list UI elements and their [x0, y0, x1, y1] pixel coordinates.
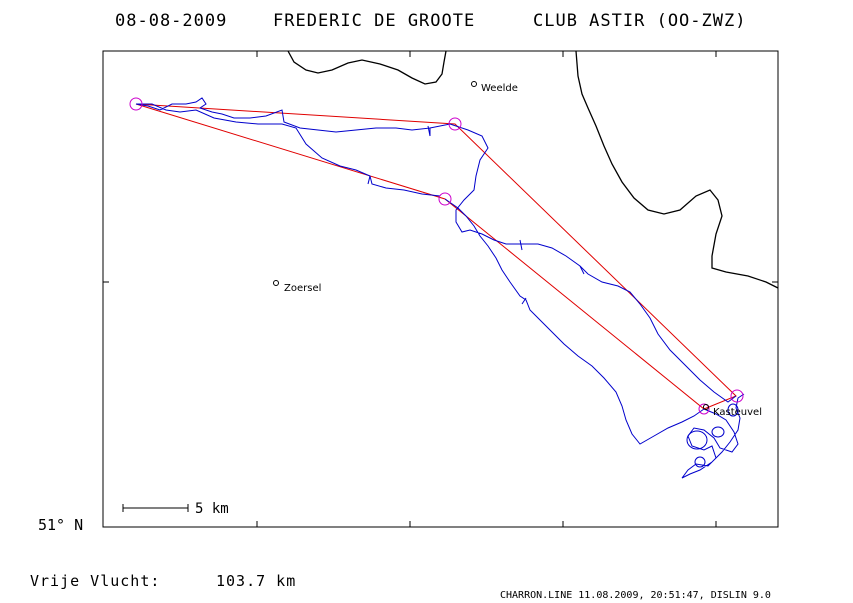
- distance-value: 103.7 km: [216, 572, 296, 590]
- flight-date: 08-08-2009: [115, 11, 227, 31]
- place-marker-icon: [471, 81, 477, 87]
- axis-ticks: [103, 51, 778, 527]
- place-marker-icon: [273, 280, 279, 286]
- turnpoint-1: [448, 117, 462, 131]
- turnpoints: [129, 97, 744, 415]
- pilot-name: FREDERIC DE GROOTE: [273, 11, 475, 31]
- place-kasteuvel: Kasteuvel: [703, 404, 762, 418]
- border-line-east: [575, 50, 779, 289]
- turnpoint-start: [129, 97, 143, 111]
- place-label: Weelde: [481, 83, 518, 94]
- turnpoint-3: [730, 389, 744, 403]
- track-details: [367, 125, 739, 468]
- place-zoersel: Zoersel: [273, 280, 321, 294]
- distance-label: Vrije Vlucht:: [30, 572, 160, 590]
- task-route: [135, 103, 737, 410]
- place-marker-icon: [703, 404, 709, 410]
- border-line-north: [287, 50, 447, 85]
- map-frame: [102, 50, 779, 528]
- place-label: Kasteuvel: [713, 407, 762, 418]
- club-name: CLUB ASTIR (OO-ZWZ): [533, 11, 746, 31]
- latitude-label: 51° N: [38, 516, 83, 534]
- turnpoint-4: [698, 403, 710, 415]
- scale-bar: 5 km: [122, 501, 229, 517]
- place-label: Zoersel: [284, 283, 321, 294]
- footer-credit: CHARRON.LINE 11.08.2009, 20:51:47, DISLI…: [500, 590, 771, 601]
- place-weelde: Weelde: [471, 81, 518, 94]
- scale-label: 5 km: [195, 501, 229, 517]
- turnpoint-2: [438, 192, 452, 206]
- flight-track: [135, 97, 745, 479]
